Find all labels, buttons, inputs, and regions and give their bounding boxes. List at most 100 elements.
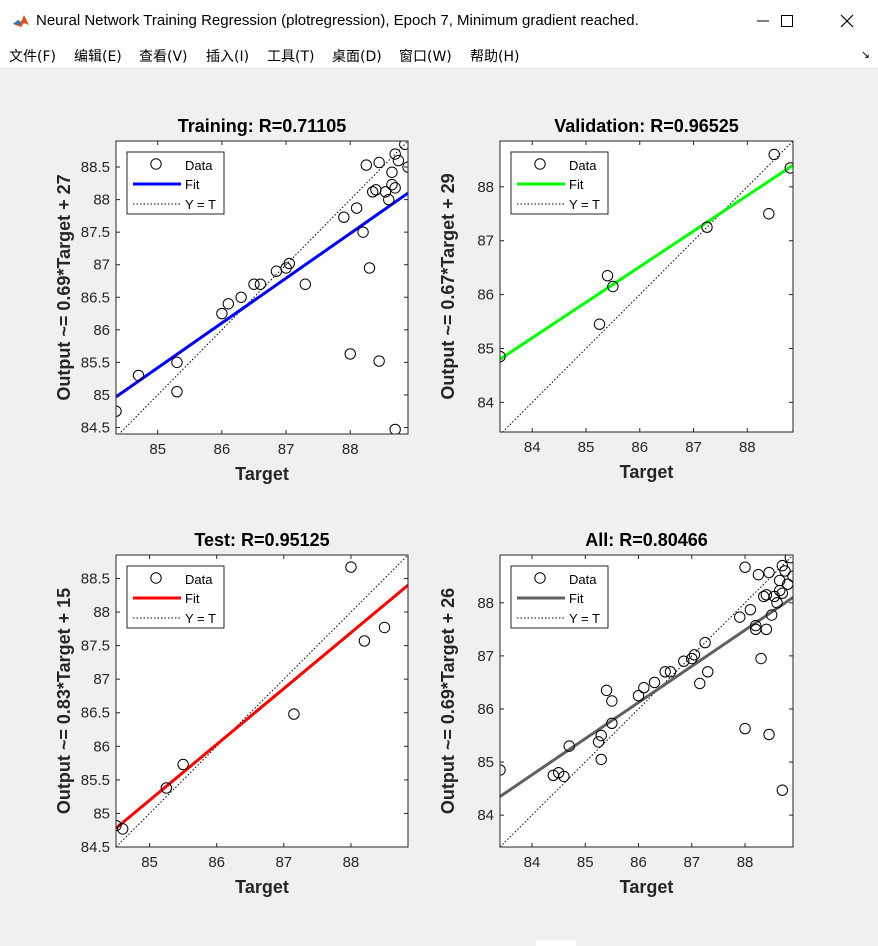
x-tick-label: 88: [343, 854, 360, 871]
data-point: [563, 740, 575, 752]
data-point: [632, 689, 645, 702]
x-tick-label: 87: [683, 854, 700, 871]
data-point: [771, 597, 783, 609]
legend-data-label: Data: [569, 158, 597, 173]
legend-data-marker: [534, 158, 546, 170]
y-tick-label: 84: [477, 807, 494, 824]
data-point: [344, 348, 356, 360]
data-point: [386, 178, 398, 191]
chart-panel-training: 85 86 87 88 84.5 85 85.5 86 86.5 87 87.5 88 88.5 Trai…: [54, 116, 409, 484]
y-tick-label: 85: [477, 340, 494, 357]
data-point: [345, 561, 357, 573]
data-point: [389, 423, 401, 434]
legend-yt-label: Y = T: [569, 611, 600, 626]
chart-panel-all: 84 85 86 87 88 84 85 86 87 88 All: R=0.80466 Target…: [438, 530, 794, 897]
x-tick-label: 86: [631, 439, 648, 456]
y-tick-label: 87: [477, 233, 494, 250]
data-point: [776, 587, 789, 599]
regression-plots: 85 86 87 88 84.5 85 85.5 86 86.5 87 87.5 88 88.5 Trai…: [54, 116, 794, 897]
y-tick-label: 87.5: [81, 224, 110, 241]
menu-bar: 文件(F) 编辑(E) 查看(V) 插入(I) 工具(T) 桌面(D) 窗口(W…: [0, 42, 878, 69]
close-button[interactable]: [824, 0, 870, 42]
legend: Data Fit Y = T: [510, 565, 609, 629]
data-point: [760, 623, 773, 636]
data-point: [357, 226, 369, 238]
data-point: [776, 784, 789, 796]
fit-line: [500, 163, 793, 361]
data-point: [784, 162, 793, 174]
data-point: [363, 262, 376, 274]
y-tick-label: 85: [93, 805, 110, 822]
plot-inner: [116, 555, 408, 847]
menu-view[interactable]: 查看(V): [139, 49, 188, 65]
data-point: [350, 202, 363, 214]
legend-data-marker: [534, 572, 546, 584]
y-axis-label: Output ~= 0.83*Target + 15: [54, 588, 74, 814]
x-tick-label: 88: [739, 439, 756, 456]
fit-line: [116, 191, 408, 399]
legend-fit-label: Fit: [185, 177, 200, 192]
data-point: [694, 677, 706, 690]
data-point: [558, 770, 570, 783]
menu-help[interactable]: 帮助(H): [470, 49, 520, 65]
x-axis-label: Target: [620, 462, 674, 482]
data-point: [117, 823, 129, 835]
data-point: [171, 385, 183, 398]
legend-data-label: Data: [185, 158, 213, 173]
chart-title: Validation: R=0.96525: [554, 116, 739, 136]
title-bar: Neural Network Training Regression (plot…: [0, 0, 878, 42]
legend: Data Fit Y = T: [126, 151, 225, 215]
figure-canvas: 85 86 87 88 84.5 85 85.5 86 86.5 87 87.5 88 88.5 Trai…: [0, 69, 878, 946]
data-point: [132, 369, 145, 382]
y-tick-label: 86.5: [81, 289, 110, 306]
chart-title: All: R=0.80466: [585, 530, 708, 550]
x-axis-label: Target: [235, 464, 289, 484]
data-point: [763, 728, 775, 741]
menu-insert[interactable]: 插入(I): [206, 49, 250, 65]
axis-box: [499, 140, 794, 433]
legend: Data Fit Y = T: [126, 565, 225, 629]
y-axis-label: Output ~= 0.69*Target + 26: [438, 588, 458, 814]
data-point: [606, 695, 618, 707]
menu-window[interactable]: 窗口(W): [399, 49, 452, 65]
data-point: [768, 148, 780, 161]
data-point: [763, 208, 775, 220]
data-point: [638, 682, 650, 694]
data-point: [500, 350, 506, 363]
axis-box: [115, 140, 409, 435]
data-point: [773, 574, 786, 587]
menu-edit[interactable]: 编辑(E): [74, 49, 122, 65]
menu-tools[interactable]: 工具(T): [267, 49, 315, 65]
data-point: [338, 211, 350, 223]
chart-title: Training: R=0.71105: [178, 116, 347, 136]
y-tick-label: 85: [93, 387, 110, 404]
data-point: [659, 666, 671, 678]
maximize-button[interactable]: [764, 0, 810, 42]
x-axis-label: Target: [235, 877, 289, 897]
y-tick-label: 87: [93, 257, 110, 274]
data-point: [739, 722, 751, 735]
data-point: [595, 729, 607, 742]
y-tick-label: 88: [477, 595, 494, 612]
menu-desktop[interactable]: 桌面(D): [332, 49, 382, 65]
identity-line: [116, 555, 408, 847]
y-tick-label: 86: [477, 701, 494, 718]
minimize-icon: [757, 20, 769, 22]
minimize-button[interactable]: [740, 0, 786, 42]
x-tick-label: 84: [524, 854, 541, 871]
data-point: [360, 159, 372, 171]
y-tick-label: 85.5: [81, 354, 110, 371]
status-strip-marker: [536, 940, 576, 946]
menu-file[interactable]: 文件(F): [9, 49, 56, 65]
chart-panel-test: 85 86 87 88 84.5 85 85.5 86 86.5 87 87.5 88 88.5 Test…: [54, 530, 409, 897]
y-tick-label: 85.5: [81, 772, 110, 789]
data-point: [399, 141, 408, 150]
data-point: [755, 652, 767, 665]
data-point: [763, 566, 775, 579]
legend-data-marker: [150, 572, 162, 584]
x-tick-label: 87: [685, 439, 702, 456]
legend-data-label: Data: [569, 572, 597, 587]
data-point: [779, 565, 791, 577]
dock-arrow-icon[interactable]: ↘: [860, 48, 870, 61]
legend-yt-label: Y = T: [185, 197, 216, 212]
